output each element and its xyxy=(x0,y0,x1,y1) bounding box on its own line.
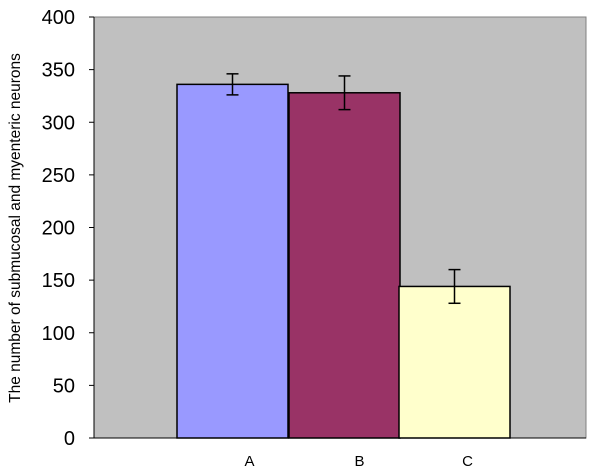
y-tick-label: 100 xyxy=(42,323,75,345)
x-axis-labels: A B C xyxy=(244,453,473,470)
y-axis-title: The number of submucosal and myenteric n… xyxy=(7,53,24,403)
x-tick-label: A xyxy=(244,453,254,470)
y-tick-label: 150 xyxy=(42,270,75,292)
y-tick-label: 250 xyxy=(42,165,75,187)
x-tick-label: C xyxy=(462,453,473,470)
y-tick-label: 300 xyxy=(42,112,75,134)
bar-c xyxy=(398,285,511,439)
bars-group xyxy=(176,83,511,439)
y-tick-label: 400 xyxy=(42,7,75,29)
y-tick-label: 50 xyxy=(53,375,75,397)
y-axis-ticks: 0 50 100 150 200 250 300 350 400 xyxy=(42,7,94,450)
x-tick-label: B xyxy=(354,453,364,470)
error-bars-group xyxy=(226,73,461,305)
y-tick-label: 0 xyxy=(64,428,75,450)
bar-a xyxy=(176,83,289,439)
y-tick-label: 350 xyxy=(42,60,75,82)
bar-b xyxy=(288,92,401,439)
y-tick-label: 200 xyxy=(42,218,75,240)
